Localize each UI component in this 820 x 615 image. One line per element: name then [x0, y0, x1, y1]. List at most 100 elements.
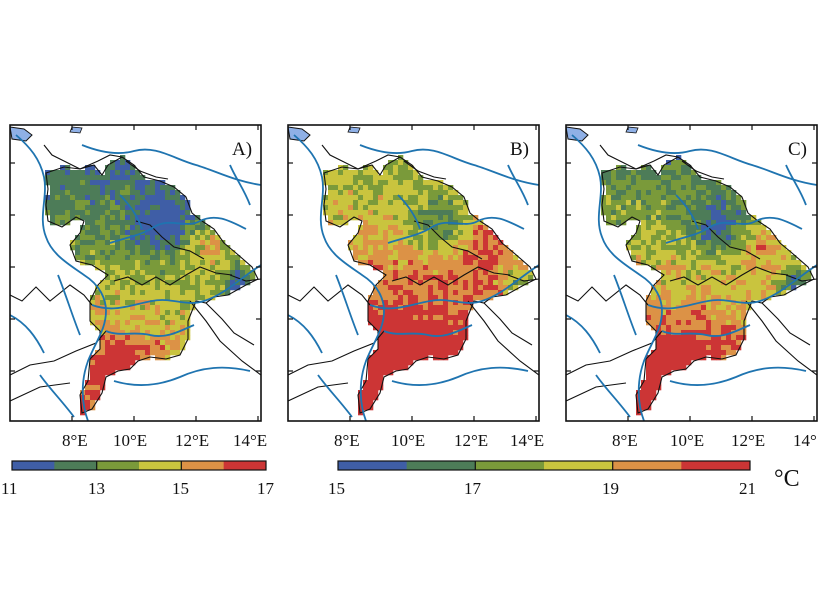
temperature-cell: [388, 190, 394, 196]
temperature-cell: [621, 205, 627, 211]
temperature-cell: [781, 280, 787, 286]
temperature-cell: [393, 230, 399, 236]
border-line: [229, 274, 261, 282]
temperature-cell: [170, 295, 176, 301]
temperature-cell: [756, 290, 762, 296]
temperature-cell: [681, 355, 687, 361]
temperature-cell: [721, 225, 727, 231]
temperature-cell: [686, 205, 692, 211]
temperature-cell: [398, 240, 404, 246]
temperature-cell: [681, 240, 687, 246]
temperature-cell: [160, 205, 166, 211]
temperature-cell: [716, 290, 722, 296]
temperature-cell: [701, 265, 707, 271]
temperature-cell: [225, 255, 231, 261]
temperature-cell: [403, 185, 409, 191]
temperature-cell: [641, 200, 647, 206]
temperature-cell: [726, 330, 732, 336]
temperature-cell: [215, 270, 221, 276]
temperature-cell: [250, 270, 256, 276]
temperature-cell: [115, 340, 121, 346]
temperature-cell: [398, 340, 404, 346]
temperature-cell: [358, 190, 364, 196]
temperature-cell: [160, 295, 166, 301]
temperature-cell: [150, 330, 156, 336]
temperature-cell: [656, 360, 662, 366]
temperature-cell: [796, 265, 802, 271]
temperature-cell: [358, 405, 364, 411]
temperature-cell: [135, 350, 141, 356]
temperature-cell: [478, 230, 484, 236]
temperature-cell: [423, 250, 429, 256]
temperature-cell: [413, 325, 419, 331]
river-line: [387, 216, 525, 244]
temperature-cell: [165, 260, 171, 266]
temperature-cell: [761, 265, 767, 271]
temperature-cell: [631, 235, 637, 241]
temperature-cell: [100, 205, 106, 211]
temperature-cell: [463, 255, 469, 261]
temperature-cell: [443, 315, 449, 321]
temperature-cell: [711, 350, 717, 356]
temperature-cell: [681, 175, 687, 181]
temperature-cell: [691, 270, 697, 276]
temperature-cell: [120, 320, 126, 326]
temperature-cell: [731, 255, 737, 261]
temperature-cell: [726, 315, 732, 321]
temperature-cell: [383, 220, 389, 226]
temperature-cell: [606, 210, 612, 216]
temperature-cell: [786, 260, 792, 266]
temperature-cell: [408, 190, 414, 196]
river-line: [595, 374, 631, 418]
temperature-cell: [731, 225, 737, 231]
temperature-cell: [706, 310, 712, 316]
temperature-cell: [90, 385, 96, 391]
temperature-cell: [180, 230, 186, 236]
temperature-cell: [125, 350, 131, 356]
temperature-cell: [641, 175, 647, 181]
temperature-cell: [438, 225, 444, 231]
temperature-cell: [478, 245, 484, 251]
temperature-cell: [656, 350, 662, 356]
temperature-cell: [235, 255, 241, 261]
temperature-cell: [90, 230, 96, 236]
temperature-cell: [443, 270, 449, 276]
temperature-cell: [120, 260, 126, 266]
temperature-cell: [125, 300, 131, 306]
temperature-cell: [721, 240, 727, 246]
temperature-cell: [155, 250, 161, 256]
temperature-cell: [170, 190, 176, 196]
temperature-cell: [105, 230, 111, 236]
temperature-cell: [373, 220, 379, 226]
temperature-cell: [398, 270, 404, 276]
temperature-cell: [463, 250, 469, 256]
temperature-cell: [701, 280, 707, 286]
temperature-cell: [771, 275, 777, 281]
temperature-cell: [611, 200, 617, 206]
temperature-cell: [130, 310, 136, 316]
temperature-cell: [383, 185, 389, 191]
temperature-cell: [105, 210, 111, 216]
temperature-cell: [751, 280, 757, 286]
temperature-cell: [716, 215, 722, 221]
temperature-cell: [443, 240, 449, 246]
colorbar-swatch: [406, 461, 476, 470]
temperature-cell: [140, 315, 146, 321]
temperature-cell: [478, 295, 484, 301]
temperature-cell: [200, 225, 206, 231]
temperature-cell: [155, 240, 161, 246]
temperature-cell: [145, 255, 151, 261]
temperature-cell: [686, 165, 692, 171]
temperature-cell: [428, 180, 434, 186]
temperature-cell: [418, 265, 424, 271]
temperature-cell: [453, 205, 459, 211]
temperature-cell: [363, 400, 369, 406]
temperature-cell: [686, 270, 692, 276]
river-line: [571, 134, 663, 421]
temperature-cell: [761, 235, 767, 241]
temperature-cell: [328, 190, 334, 196]
border-line: [321, 144, 401, 170]
temperature-cell: [200, 275, 206, 281]
temperature-cell: [463, 310, 469, 316]
temperature-cell: [358, 170, 364, 176]
